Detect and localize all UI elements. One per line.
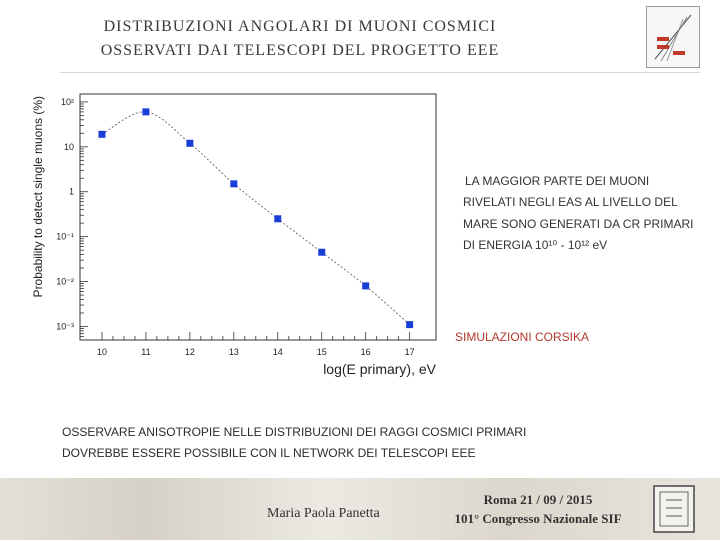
data-point [98, 130, 106, 138]
side-text-line1: LA MAGGIOR PARTE DEI MUONI [465, 174, 650, 188]
data-point [274, 215, 282, 223]
data-point [186, 139, 194, 147]
data-point [362, 282, 370, 290]
y-tick-label: 10 [64, 142, 74, 152]
data-point [142, 108, 150, 116]
side-text-line2: RIVELATI NEGLI EAS AL LIVELLO DEL [463, 195, 678, 209]
data-point [230, 180, 238, 188]
plot-frame [79, 93, 437, 341]
x-tick-label: 10 [97, 347, 107, 357]
university-seal [636, 482, 712, 536]
y-tick-label: 10² [61, 97, 74, 107]
x-tick-label: 15 [317, 347, 327, 357]
data-point [318, 248, 326, 256]
x-tick-label: 14 [273, 347, 283, 357]
observation-line2: DOVREBBE ESSERE POSSIBILE CON IL NETWORK… [62, 446, 476, 460]
x-tick-label: 17 [405, 347, 415, 357]
title-divider [60, 72, 700, 73]
muon-probability-chart: 10² 10 1 10⁻¹ 10⁻² 10⁻³ 10 11 12 13 14 15 16 17 log(E … [31, 93, 437, 377]
eee-logo [646, 6, 700, 68]
slide-title-line2: OSSERVATI DAI TELESCOPI DEL PROGETTO EEE [100, 42, 500, 59]
x-axis-label: log(E primary), eV [323, 361, 436, 377]
y-tick-label: 10⁻² [56, 277, 74, 287]
author-name: Maria Paola Panetta [267, 506, 380, 521]
footer-band [0, 478, 720, 540]
x-tick-label: 11 [141, 347, 150, 357]
data-point [406, 321, 414, 329]
x-tick-label: 12 [185, 347, 195, 357]
simulation-label: SIMULAZIONI CORSIKA [455, 330, 590, 344]
y-tick-label: 1 [69, 187, 74, 197]
conference-name: 101° Congresso Nazionale SIF [454, 511, 622, 526]
x-tick-label: 16 [361, 347, 371, 357]
side-text-line4: DI ENERGIA 10¹⁰ - 10¹² eV [463, 238, 608, 252]
x-tick-label: 13 [229, 347, 239, 357]
slide-title-line1: DISTRIBUZIONI ANGOLARI DI MUONI COSMICI [103, 18, 497, 35]
observation-line1: OSSERVARE ANISOTROPIE NELLE DISTRIBUZION… [62, 425, 527, 439]
conference-date: Roma 21 / 09 / 2015 [483, 492, 593, 507]
y-axis-label: Probability to detect single muons (%) [31, 96, 45, 297]
y-tick-label: 10⁻¹ [56, 232, 74, 242]
y-tick-label: 10⁻³ [56, 321, 74, 331]
side-text-line3: MARE SONO GENERATI DA CR PRIMARI [463, 217, 694, 231]
fit-curve [101, 111, 410, 325]
